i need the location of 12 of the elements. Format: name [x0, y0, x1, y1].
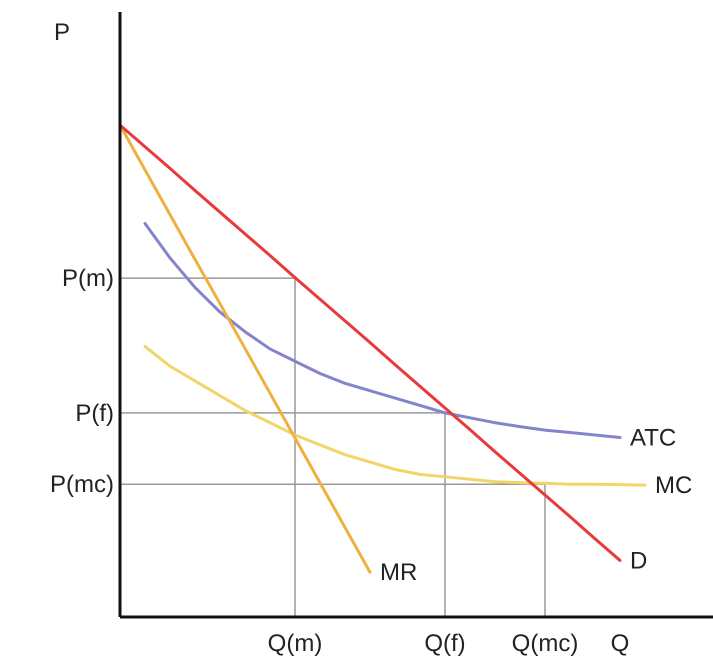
x-tick-label: Q [610, 630, 630, 657]
series-label: ATC [630, 424, 676, 452]
x-tick-label: Q(mc) [512, 630, 578, 657]
ref-line-label: P(f) [75, 400, 114, 427]
ref-line-label: P(mc) [50, 471, 114, 498]
x-tick-label: Q(f) [424, 630, 466, 657]
ref-line-label: P(m) [62, 265, 114, 292]
y-axis-title: P [54, 19, 70, 46]
x-tick-label: Q(m) [268, 630, 322, 657]
series-label: MC [655, 472, 692, 500]
series-label: MR [380, 559, 418, 586]
series-label: D [630, 547, 648, 574]
